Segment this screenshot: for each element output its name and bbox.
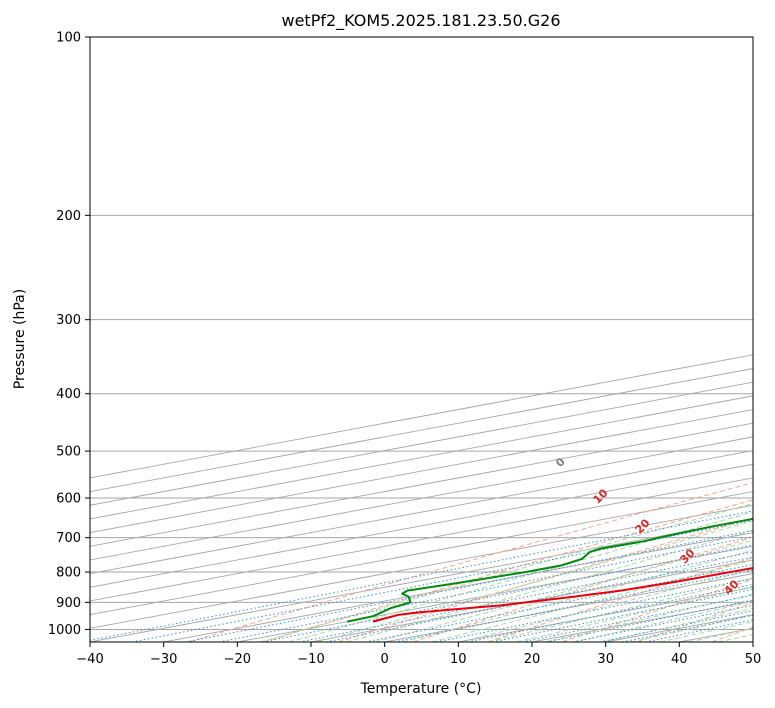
x-axis-label: Temperature (°C) (360, 681, 482, 697)
mixing-ratio-line (326, 556, 753, 642)
moist-adiabat-line (288, 511, 753, 642)
x-tick-label: 50 (745, 652, 762, 667)
y-tick-label: 100 (56, 31, 81, 46)
isotherm-line (90, 450, 753, 575)
y-tick-label: 1000 (48, 623, 81, 638)
isotherm-line (90, 436, 753, 561)
isotherm-line (90, 518, 753, 642)
x-tick-label: 30 (597, 652, 614, 667)
x-tick-label: 40 (671, 652, 688, 667)
y-axis: 1000 900 800 700 600 500 400 300 200 100 (48, 31, 90, 638)
isotherm-line (163, 532, 753, 642)
moist-adiabat-line (374, 539, 753, 642)
mixing-ratio-line (262, 544, 753, 642)
y-tick-label: 900 (56, 596, 81, 611)
mixing-ratio-line (572, 604, 753, 642)
isotherm-line (90, 463, 753, 588)
dewpoint-profile-line (346, 517, 753, 623)
y-tick-label: 400 (56, 387, 81, 402)
mixing-ratio-line (546, 599, 753, 642)
moist-adiabat-line (346, 529, 753, 642)
y-tick-label: 800 (56, 566, 81, 581)
x-tick-label: 10 (450, 652, 467, 667)
x-tick-label: −40 (76, 652, 103, 667)
isotherm-line (90, 504, 753, 629)
sounding-profiles (346, 517, 753, 623)
moist-adiabat-line (402, 549, 753, 642)
moist-adiabat-line (459, 568, 753, 642)
moist-adiabat-line (516, 585, 753, 642)
y-tick-label: 300 (56, 313, 81, 328)
x-tick-label: −30 (150, 652, 177, 667)
y-tick-label: 600 (56, 492, 81, 507)
mixing-ratio-line (299, 551, 753, 642)
plot-frame (89, 36, 754, 643)
isotherm-line (90, 477, 753, 602)
x-tick-label: −10 (297, 652, 324, 667)
isotherm-line (90, 491, 753, 616)
isotherm-line (90, 422, 753, 547)
moist-adiabat-line (487, 577, 753, 642)
mixing-ratio-line (599, 610, 753, 642)
x-tick-label: −20 (224, 652, 251, 667)
moist-adiabat-line (544, 593, 753, 642)
dry-adiabat-line (188, 482, 753, 642)
y-tick-label: 500 (56, 445, 81, 460)
x-tick-label: 20 (524, 652, 541, 667)
y-tick-label: 200 (56, 209, 81, 224)
y-axis-label: Pressure (hPa) (12, 289, 28, 389)
chart-title: wetPf2_KOM5.2025.181.23.50.G26 (281, 11, 560, 31)
moist-adiabat-line (431, 559, 753, 642)
x-tick-label: 0 (381, 652, 389, 667)
temperature-profile-line (372, 567, 753, 623)
y-tick-label: 700 (56, 531, 81, 546)
x-axis: −40 −30 −20 −10 0 10 20 30 40 50 (76, 642, 761, 667)
